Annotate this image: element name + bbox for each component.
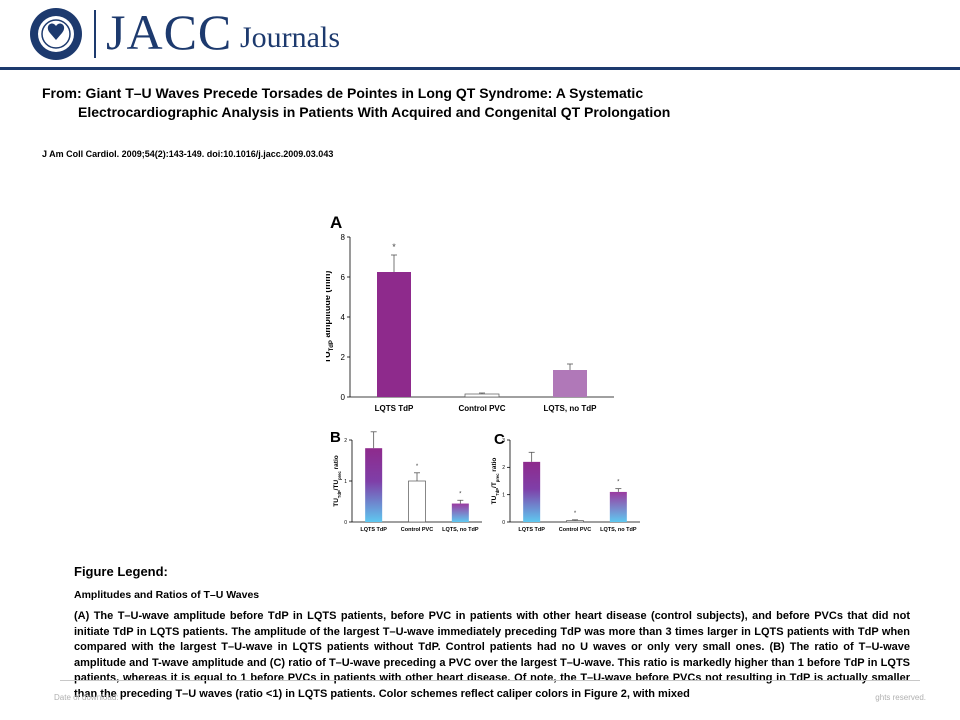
y-tick-label: 2 xyxy=(344,438,347,444)
bar xyxy=(377,272,411,397)
bar xyxy=(553,370,587,397)
footer-left-text: Date of download: xyxy=(54,693,119,702)
footer-rule xyxy=(60,680,920,681)
category-label: LQTS, no TdP xyxy=(600,527,637,533)
bar xyxy=(408,480,426,523)
article-title: From: Giant T–U Waves Precede Torsades d… xyxy=(42,84,862,122)
figure-panels: A 0 2 4 6 8 TUTdP amplitude (mm) * LQTS TdP Contr… xyxy=(326,213,640,533)
bar xyxy=(464,393,500,398)
bar xyxy=(365,448,383,522)
y-tick-label: 1 xyxy=(344,479,347,485)
y-axis-label: TUTdP/TUprec ratio xyxy=(333,455,342,507)
legend-subtitle: Amplitudes and Ratios of T–U Waves xyxy=(74,589,260,601)
bar xyxy=(566,520,584,523)
y-tick-label: 2 xyxy=(502,465,505,471)
article-title-line2: Electrocardiographic Analysis in Patient… xyxy=(78,104,671,120)
brand-suffix: Journals xyxy=(240,21,340,54)
legend-heading: Figure Legend: xyxy=(74,564,168,579)
header-rule xyxy=(0,67,960,70)
category-label: LQTS TdP xyxy=(518,527,545,533)
category-label: Control PVC xyxy=(401,527,433,533)
y-tick-label: 3 xyxy=(502,438,505,444)
legend-body: (A) The T–U-wave amplitude before TdP in… xyxy=(74,610,910,700)
category-label: Control PVC xyxy=(458,404,505,413)
significance-marker: * xyxy=(392,242,396,252)
significance-marker: * xyxy=(459,491,462,497)
y-tick-label: 2 xyxy=(341,353,346,362)
y-tick-label: 1 xyxy=(502,492,505,498)
category-label: Control PVC xyxy=(559,527,591,533)
y-axis-label: TUTdP/Tprec ratio xyxy=(491,458,500,505)
y-tick-label: 0 xyxy=(341,393,346,402)
y-tick-label: 6 xyxy=(341,273,346,282)
logo-divider xyxy=(94,10,96,58)
panel-label: A xyxy=(330,213,342,232)
significance-marker: * xyxy=(416,464,419,470)
panel-label: C xyxy=(494,431,505,448)
bar xyxy=(451,503,469,522)
footer-right-text: ghts reserved. xyxy=(875,693,926,702)
significance-marker: * xyxy=(574,511,577,517)
y-axis-label: TUTdP amplitude (mm) xyxy=(326,271,335,364)
category-label: LQTS TdP xyxy=(375,404,414,413)
bar xyxy=(523,461,541,522)
category-label: LQTS, no TdP xyxy=(442,527,479,533)
bar xyxy=(609,491,627,522)
y-tick-label: 8 xyxy=(341,233,346,242)
article-title-line1: From: Giant T–U Waves Precede Torsades d… xyxy=(42,85,644,101)
y-tick-label: 4 xyxy=(341,313,346,322)
journal-header: JACC Journals xyxy=(0,0,960,70)
category-label: LQTS, no TdP xyxy=(544,404,598,413)
category-label: LQTS TdP xyxy=(360,527,387,533)
significance-marker: * xyxy=(617,480,620,486)
y-tick-label: 0 xyxy=(344,520,347,526)
article-citation: J Am Coll Cardiol. 2009;54(2):143-149. d… xyxy=(42,149,334,159)
acc-seal-logo xyxy=(30,8,82,60)
panel-label: B xyxy=(330,429,341,446)
y-tick-label: 0 xyxy=(502,520,505,526)
brand-wordmark[interactable]: JACC xyxy=(106,4,233,60)
